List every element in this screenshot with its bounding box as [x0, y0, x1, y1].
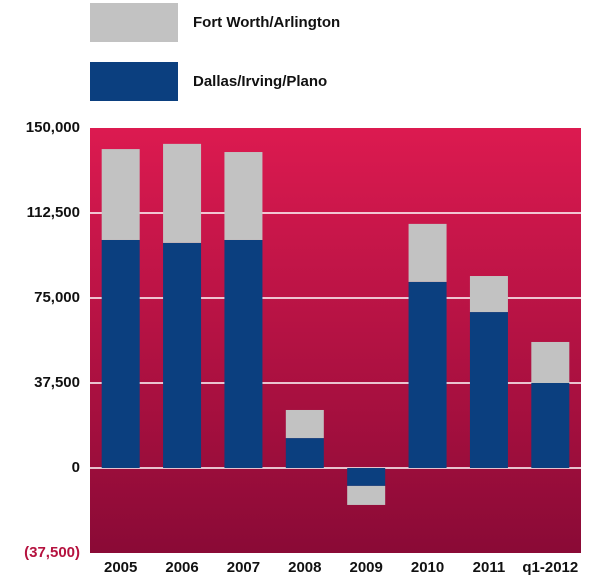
x-tick-label: q1-2012 [522, 559, 578, 576]
x-tick-label: 2005 [104, 559, 137, 576]
bar-segment [163, 242, 202, 468]
x-tick-label: 2010 [411, 559, 444, 576]
bar-segment [101, 149, 140, 240]
x-tick-label: 2009 [350, 559, 383, 576]
y-tick-label: 0 [72, 459, 80, 476]
legend-swatch [90, 3, 178, 42]
x-tick-label: 2006 [165, 559, 198, 576]
bar-segment [469, 312, 508, 468]
x-tick-label: 2007 [227, 559, 260, 576]
bar-segment [285, 438, 324, 468]
y-tick-label: 75,000 [34, 289, 80, 306]
x-tick-label: 2008 [288, 559, 321, 576]
bar-segment [531, 341, 570, 383]
bar-segment [408, 281, 447, 468]
bar-segment [101, 239, 140, 468]
y-tick-label: 37,500 [34, 374, 80, 391]
bar-segment [408, 223, 447, 282]
bar-segment [469, 276, 508, 313]
x-tick-label: 2011 [473, 559, 506, 576]
bar-segment [224, 152, 263, 240]
y-tick-label: (37,500) [24, 544, 80, 561]
legend-label: Fort Worth/Arlington [193, 14, 340, 31]
bar-segment [224, 239, 263, 468]
legend-label: Dallas/Irving/Plano [193, 73, 327, 90]
y-tick-label: 112,500 [27, 204, 80, 221]
bar-segment [531, 383, 570, 468]
bar-segment [347, 485, 386, 505]
bar-segment [347, 468, 386, 486]
bar-segment [163, 143, 202, 243]
bar-segment [285, 409, 324, 439]
legend-swatch [90, 62, 178, 101]
y-tick-label: 150,000 [26, 119, 80, 136]
